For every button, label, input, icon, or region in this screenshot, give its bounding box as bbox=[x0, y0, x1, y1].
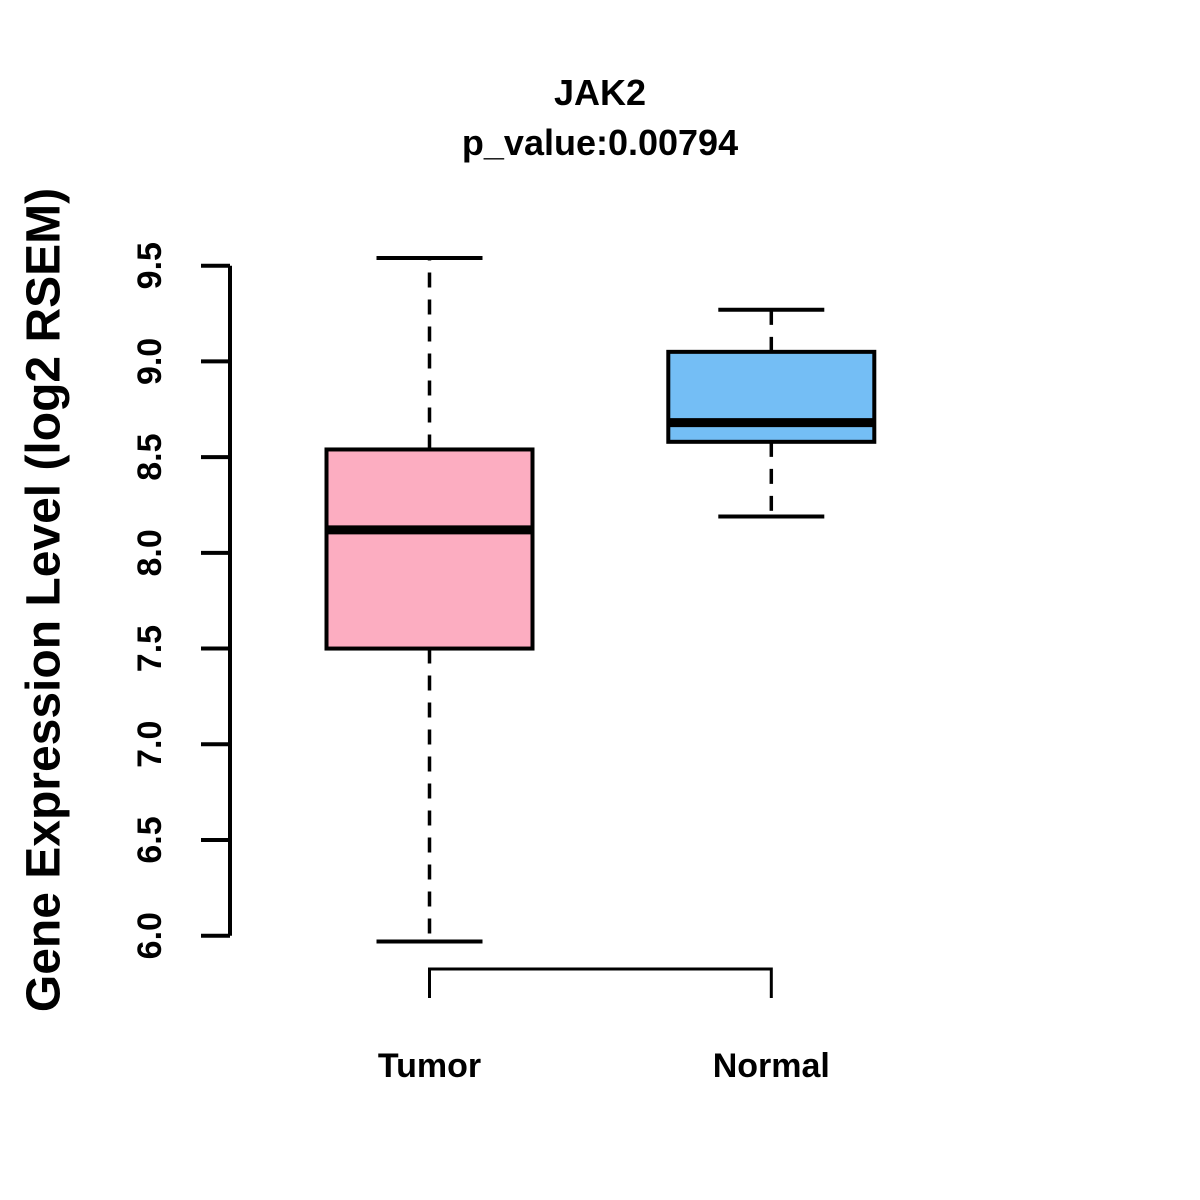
y-tick-label: 7.0 bbox=[131, 721, 169, 768]
box-tumor bbox=[324, 447, 535, 651]
y-tick-label: 8.0 bbox=[131, 529, 169, 576]
y-tick-label: 7.5 bbox=[131, 625, 169, 672]
x-tick-label: Tumor bbox=[378, 1047, 481, 1085]
category-axis-bracket bbox=[428, 967, 773, 998]
y-tick-label: 9.5 bbox=[131, 242, 169, 289]
chart-subtitle: p_value:0.00794 bbox=[461, 122, 739, 163]
y-tick-label: 8.5 bbox=[131, 433, 169, 480]
chart-title-block: JAK2 p_value:0.00794 bbox=[0, 68, 1200, 168]
x-tick-label: Normal bbox=[713, 1047, 830, 1085]
box-normal bbox=[666, 349, 877, 444]
y-tick-label: 6.5 bbox=[131, 816, 169, 863]
y-tick-label: 9.0 bbox=[131, 338, 169, 385]
chart-title: JAK2 bbox=[553, 72, 647, 113]
y-tick-label: 6.0 bbox=[131, 912, 169, 959]
